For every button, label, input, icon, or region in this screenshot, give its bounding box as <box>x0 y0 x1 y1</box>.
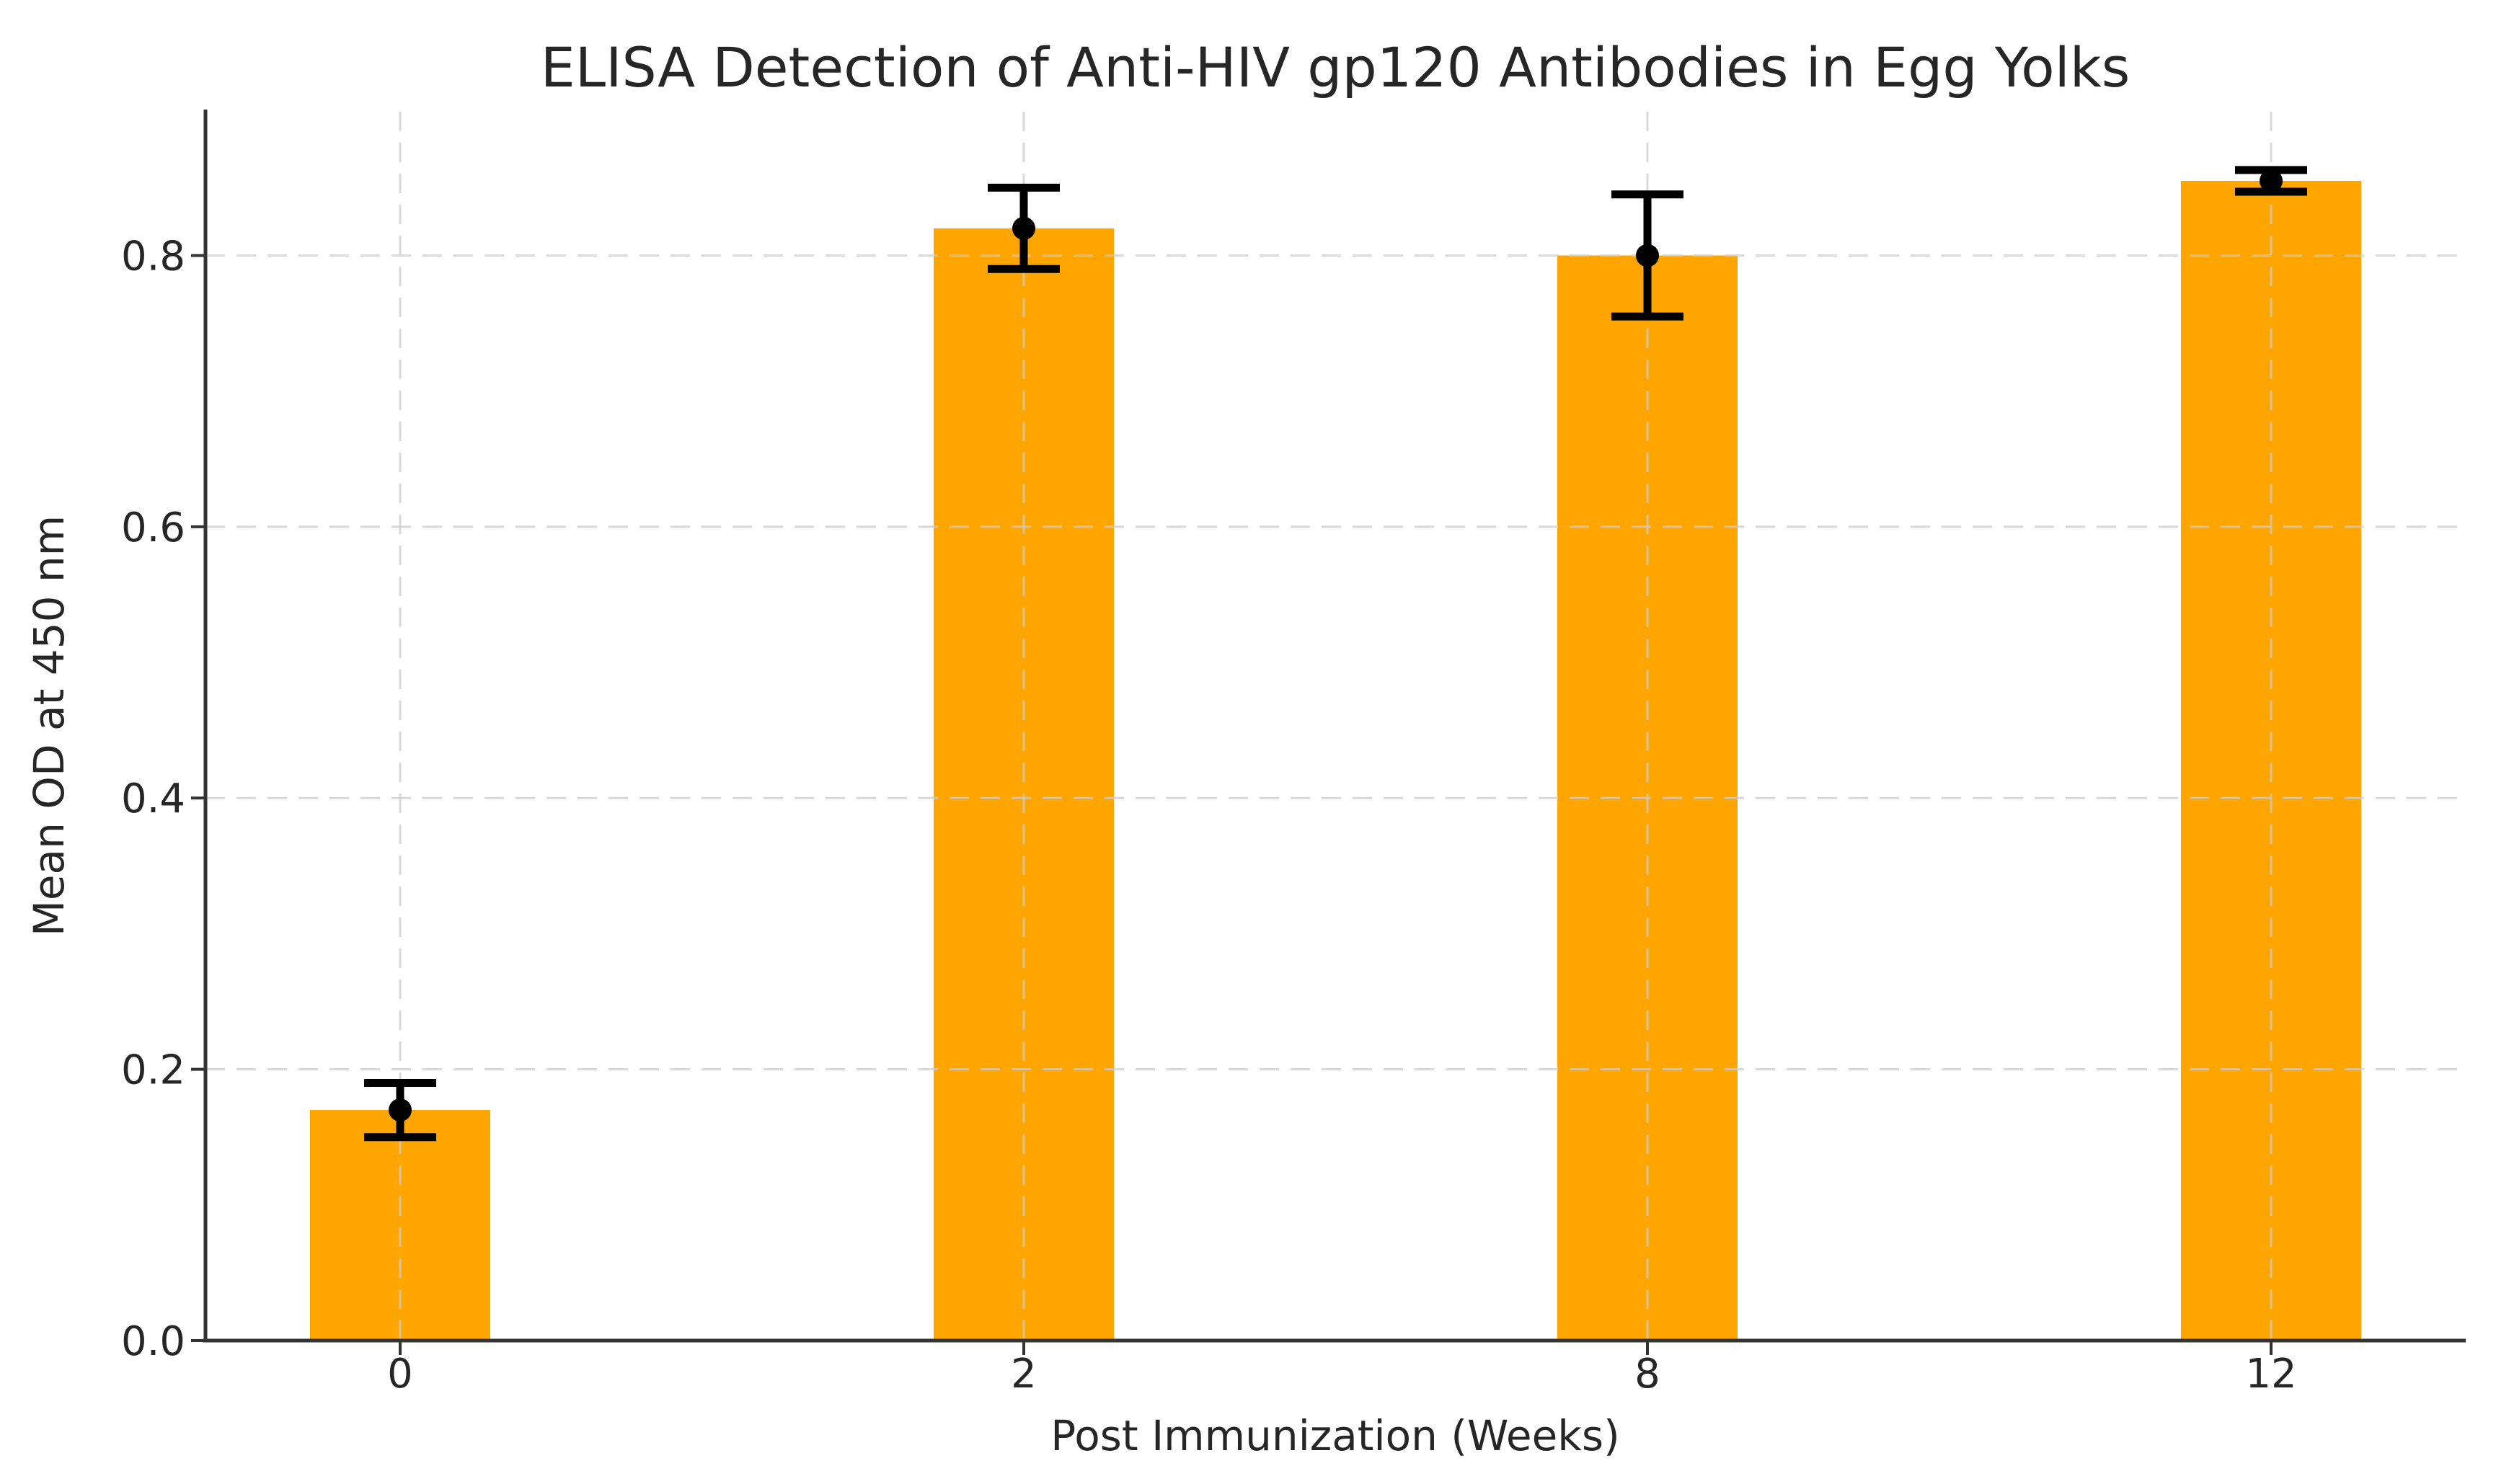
y-axis-label: Mean OD at 450 nm <box>25 515 74 936</box>
mean-marker <box>2260 169 2283 192</box>
mean-marker <box>389 1098 412 1122</box>
bar <box>934 228 1114 1341</box>
mean-marker <box>1012 216 1035 240</box>
mean-marker <box>1636 244 1659 267</box>
tick-marks-group <box>191 254 2273 1355</box>
x-tick-label: 0 <box>387 1351 413 1398</box>
y-tick-label: 0.2 <box>121 1047 185 1094</box>
x-tick-label: 8 <box>1634 1351 1660 1398</box>
y-tick-label: 0.6 <box>121 505 185 551</box>
y-tick-label: 0.8 <box>121 233 185 280</box>
y-tick-label: 0.4 <box>121 776 185 822</box>
horizontal-gridlines-group <box>205 254 2466 1071</box>
y-tick-label: 0.0 <box>121 1318 185 1365</box>
chart-title: ELISA Detection of Anti-HIV gp120 Antibo… <box>541 35 2130 99</box>
bars-group <box>310 180 2361 1341</box>
error-bars-group <box>364 166 2307 1142</box>
axes-spines-group <box>203 110 2466 1343</box>
x-tick-label: 12 <box>2245 1351 2296 1398</box>
tick-labels-group: 0.0 0.2 0.4 0.6 0.8 0 2 8 12 <box>121 233 2297 1398</box>
x-axis-label: Post Immunization (Weeks) <box>1050 1411 1619 1460</box>
vertical-gridlines-group <box>399 112 2273 1341</box>
x-tick-label: 2 <box>1011 1351 1037 1398</box>
